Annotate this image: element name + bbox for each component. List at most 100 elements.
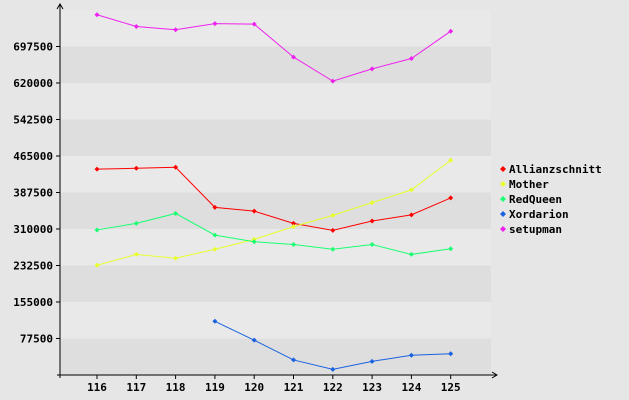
grid-band bbox=[60, 119, 491, 156]
x-tick-label: 118 bbox=[166, 381, 186, 394]
y-tick-label: 77500 bbox=[20, 333, 53, 346]
x-tick-label: 125 bbox=[441, 381, 461, 394]
data-point bbox=[173, 27, 179, 33]
data-point bbox=[330, 227, 336, 233]
data-point bbox=[408, 212, 414, 218]
legend-item: setupman bbox=[500, 223, 562, 236]
y-tick-label: 310000 bbox=[13, 223, 53, 236]
data-point bbox=[133, 165, 139, 171]
data-point bbox=[212, 232, 218, 238]
series-allianzschnitt bbox=[94, 164, 454, 233]
data-point bbox=[369, 358, 375, 364]
grid-band bbox=[60, 10, 491, 47]
data-point bbox=[330, 212, 336, 218]
data-point bbox=[369, 242, 375, 248]
legend-item: Allianzschnitt bbox=[500, 163, 602, 176]
grid-bands bbox=[60, 10, 491, 375]
series-xordarion bbox=[212, 318, 454, 372]
y-tick-label: 542500 bbox=[13, 114, 53, 127]
data-point bbox=[408, 251, 414, 257]
data-point bbox=[291, 224, 296, 230]
data-point bbox=[408, 187, 414, 193]
data-point bbox=[212, 204, 218, 210]
data-point bbox=[330, 78, 336, 84]
data-point bbox=[94, 227, 100, 233]
y-axis-ticks: 77500 155000 232500 310000 387500 465000 54250… bbox=[13, 41, 60, 346]
legend-marker bbox=[500, 181, 506, 187]
x-tick-label: 117 bbox=[126, 381, 146, 394]
data-point bbox=[448, 195, 454, 201]
data-point bbox=[291, 242, 296, 248]
series-mother bbox=[94, 157, 454, 268]
data-point bbox=[133, 220, 139, 226]
x-tick-label: 123 bbox=[362, 381, 382, 394]
data-point bbox=[448, 246, 454, 252]
grid-band bbox=[60, 192, 491, 229]
series-setupman bbox=[94, 12, 454, 84]
grid-band bbox=[60, 156, 491, 193]
legend: Allianzschnitt Mother RedQueen Xordarion set… bbox=[500, 163, 602, 236]
data-point bbox=[94, 12, 100, 18]
legend-item: Mother bbox=[500, 178, 549, 191]
legend-marker bbox=[500, 196, 506, 202]
series-line bbox=[96, 166, 451, 231]
legend-item: Xordarion bbox=[500, 208, 569, 221]
data-point bbox=[133, 23, 139, 29]
data-point bbox=[291, 220, 296, 226]
data-point bbox=[173, 164, 179, 170]
data-point bbox=[448, 28, 454, 34]
x-tick-label: 122 bbox=[323, 381, 343, 394]
data-point bbox=[133, 251, 139, 257]
series-redqueen bbox=[94, 210, 454, 257]
legend-label: RedQueen bbox=[509, 193, 562, 206]
legend-marker bbox=[500, 211, 506, 217]
data-point bbox=[173, 210, 179, 216]
y-tick-label: 697500 bbox=[13, 41, 53, 54]
x-axis-arrow bbox=[491, 371, 498, 379]
grid-band bbox=[60, 265, 491, 302]
x-tick-label: 120 bbox=[244, 381, 264, 394]
legend-label: setupman bbox=[509, 223, 562, 236]
data-point bbox=[330, 366, 336, 372]
y-tick-label: 155000 bbox=[13, 296, 53, 309]
data-point bbox=[448, 157, 454, 163]
series-line bbox=[96, 212, 451, 255]
legend-label: Xordarion bbox=[509, 208, 569, 221]
y-tick-label: 232500 bbox=[13, 260, 53, 273]
series-line bbox=[96, 14, 451, 82]
legend-item: RedQueen bbox=[500, 193, 562, 206]
grid-band bbox=[60, 83, 491, 120]
data-point bbox=[369, 218, 375, 224]
x-tick-label: 116 bbox=[87, 381, 107, 394]
data-point bbox=[408, 352, 414, 358]
data-point bbox=[251, 337, 257, 343]
y-tick-label: 465000 bbox=[13, 150, 53, 163]
series-line bbox=[96, 159, 452, 266]
data-point bbox=[94, 262, 100, 268]
data-point bbox=[173, 255, 179, 261]
x-tick-label: 121 bbox=[284, 381, 304, 394]
data-point bbox=[330, 246, 336, 252]
axes bbox=[56, 3, 498, 379]
data-point bbox=[251, 21, 257, 27]
data-point bbox=[251, 239, 257, 245]
y-tick-label: 620000 bbox=[13, 77, 53, 90]
grid-band bbox=[60, 338, 491, 375]
x-axis-ticks: 116 117 118 119 120 121 122 123 124 125 bbox=[87, 375, 461, 394]
data-point bbox=[291, 357, 296, 363]
data-point bbox=[369, 200, 375, 206]
x-tick-label: 124 bbox=[401, 381, 421, 394]
grid-band bbox=[60, 46, 491, 83]
data-point bbox=[251, 208, 257, 214]
legend-label: Mother bbox=[509, 178, 549, 191]
legend-marker bbox=[500, 226, 506, 232]
data-point bbox=[212, 318, 218, 324]
series-lines bbox=[94, 12, 454, 372]
data-point bbox=[291, 54, 296, 60]
x-tick-label: 119 bbox=[205, 381, 225, 394]
legend-label: Allianzschnitt bbox=[509, 163, 602, 176]
data-point bbox=[448, 351, 454, 357]
data-point bbox=[212, 21, 218, 27]
data-point bbox=[212, 246, 218, 252]
